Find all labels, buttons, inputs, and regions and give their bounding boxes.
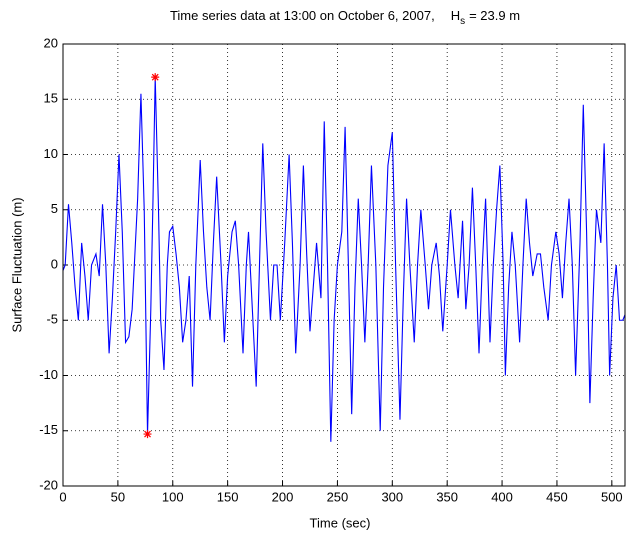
title-subscript: s xyxy=(460,16,465,27)
x-tick-label: 300 xyxy=(381,489,403,504)
x-tick-label: 150 xyxy=(217,489,239,504)
y-tick-label: 0 xyxy=(51,256,58,271)
title-symbol: H xyxy=(451,8,460,23)
chart-title: Time series data at 13:00 on October 6, … xyxy=(170,8,520,26)
y-tick-label: 5 xyxy=(51,201,58,216)
y-tick-label: 10 xyxy=(44,146,58,161)
y-tick-label: -20 xyxy=(39,477,58,492)
x-tick-label: 350 xyxy=(436,489,458,504)
x-axis-label: Time (sec) xyxy=(310,515,371,530)
x-tick-label: 500 xyxy=(601,489,623,504)
title-value: = 23.9 m xyxy=(469,8,520,23)
x-tick-label: 0 xyxy=(59,489,66,504)
peak-marker xyxy=(143,430,152,439)
y-tick-label: -5 xyxy=(46,312,58,327)
plot-frame xyxy=(62,43,626,487)
title-main: Time series data at 13:00 on October 6, … xyxy=(170,8,435,23)
x-tick-label: 50 xyxy=(111,489,125,504)
x-tick-label: 250 xyxy=(327,489,349,504)
x-tick-label: 100 xyxy=(162,489,184,504)
y-tick-label: -15 xyxy=(39,422,58,437)
x-tick-label: 400 xyxy=(491,489,513,504)
y-tick-label: -10 xyxy=(39,367,58,382)
y-tick-label: 20 xyxy=(44,35,58,50)
peak-marker xyxy=(151,73,160,82)
x-tick-label: 450 xyxy=(546,489,568,504)
x-tick-label: 200 xyxy=(272,489,294,504)
y-tick-label: 15 xyxy=(44,91,58,106)
y-axis-label: Surface Fluctuation (m) xyxy=(9,197,24,332)
data-line xyxy=(62,77,626,442)
